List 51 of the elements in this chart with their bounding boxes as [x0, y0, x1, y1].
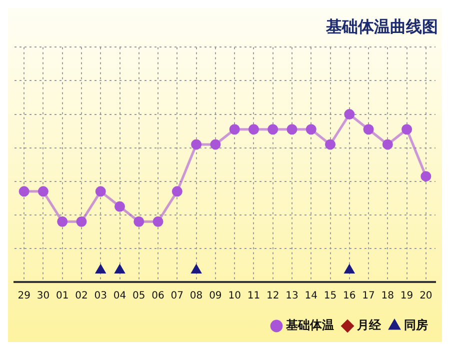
x-tick-label: 05 [132, 290, 146, 302]
point [229, 124, 240, 135]
x-tick-label: 14 [304, 290, 318, 302]
point [95, 186, 106, 197]
point [76, 216, 87, 227]
x-tick-label: 29 [18, 290, 30, 302]
point [152, 216, 164, 227]
x-tick-label: 07 [170, 290, 184, 302]
point [363, 124, 374, 135]
x-tick-label: 12 [266, 290, 280, 302]
point [402, 124, 412, 135]
point [420, 171, 432, 182]
x-tick-label: 13 [286, 290, 298, 302]
x-tick-label: 16 [343, 290, 356, 302]
legend-label: 月经 [356, 318, 382, 332]
point [114, 201, 125, 212]
x-tick-label: 04 [113, 290, 126, 302]
chart-title: 基础体温曲线图 [325, 16, 438, 36]
point [382, 139, 393, 150]
x-tick-label: 30 [36, 290, 50, 302]
x-tick-label: 03 [94, 290, 107, 302]
x-tick-label: 19 [400, 290, 414, 302]
point [192, 265, 202, 274]
point [191, 139, 202, 150]
point [344, 109, 355, 120]
x-tick-label: 06 [152, 290, 164, 302]
point [306, 124, 316, 135]
point [268, 124, 278, 135]
x-tick-label: 17 [362, 290, 375, 302]
x-tick-label: 02 [75, 290, 88, 302]
x-tick-label: 15 [324, 290, 337, 302]
point [96, 265, 106, 274]
legend-label: 基础体温 [285, 318, 334, 332]
point [344, 265, 354, 274]
point [38, 186, 48, 197]
x-tick-label: 11 [247, 290, 260, 302]
point [172, 186, 182, 197]
x-tick-label: 20 [420, 290, 432, 302]
x-tick-label: 10 [228, 290, 241, 302]
point [325, 139, 336, 150]
x-tick-label: 18 [381, 290, 394, 302]
x-tick-label: 08 [190, 290, 203, 302]
point [248, 124, 259, 135]
point [18, 186, 30, 197]
x-tick-label: 01 [56, 290, 69, 302]
point [286, 124, 298, 135]
point [134, 216, 144, 227]
point [210, 139, 221, 150]
x-tick-label: 09 [209, 290, 222, 302]
legend-label: 同房 [404, 318, 428, 332]
point [57, 216, 68, 227]
